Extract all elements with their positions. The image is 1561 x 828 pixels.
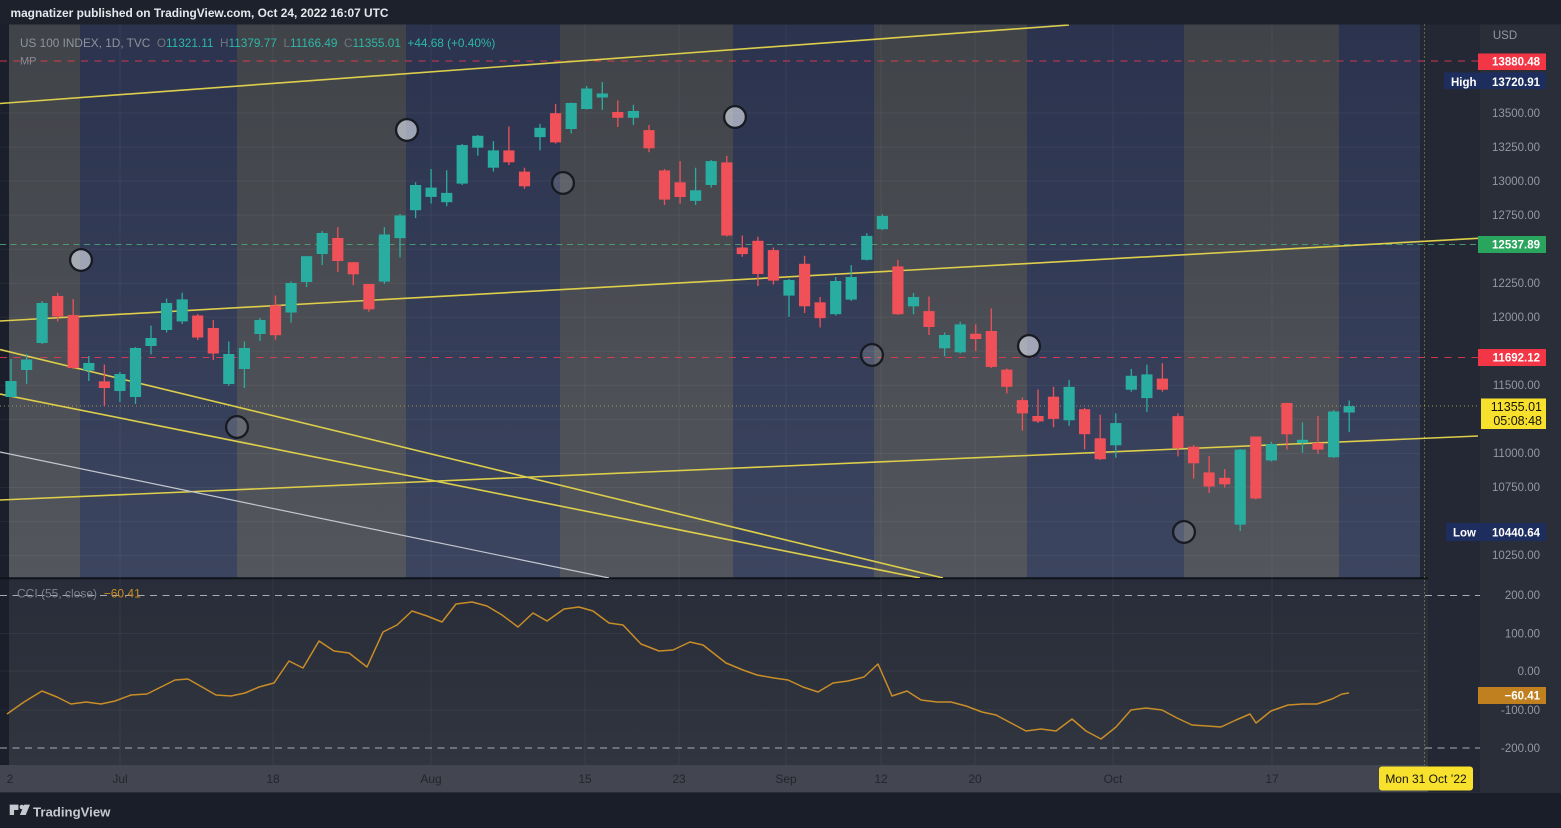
- svg-text:12537.89: 12537.89: [1492, 240, 1540, 252]
- svg-text:200.00: 200.00: [1505, 590, 1540, 602]
- svg-text:11355.01: 11355.01: [1491, 400, 1542, 414]
- svg-text:10750.00: 10750.00: [1492, 482, 1540, 494]
- svg-text:magnatizer published on Tradin: magnatizer published on TradingView.com,…: [11, 6, 389, 20]
- svg-text:Jul: Jul: [112, 772, 127, 786]
- svg-text:13720.91: 13720.91: [1492, 77, 1541, 89]
- svg-text:CCI (55, close) −60.41: CCI (55, close) −60.41: [17, 587, 141, 601]
- svg-text:2: 2: [7, 772, 14, 786]
- svg-text:US 100 INDEX, 1D, TVC O11321.: US 100 INDEX, 1D, TVC O11321.11 H11379.7…: [20, 36, 495, 50]
- svg-text:USD: USD: [1493, 30, 1517, 42]
- svg-text:23: 23: [672, 772, 686, 786]
- svg-text:13500.00: 13500.00: [1492, 108, 1540, 120]
- svg-text:-200.00: -200.00: [1501, 743, 1540, 755]
- svg-text:10440.64: 10440.64: [1492, 528, 1541, 540]
- svg-text:12: 12: [874, 772, 888, 786]
- svg-text:11500.00: 11500.00: [1493, 380, 1540, 392]
- svg-text:High: High: [1451, 77, 1477, 89]
- svg-text:11000.00: 11000.00: [1493, 448, 1540, 460]
- svg-text:12750.00: 12750.00: [1492, 210, 1540, 222]
- svg-text:13250.00: 13250.00: [1492, 142, 1540, 154]
- svg-text:17: 17: [1265, 772, 1279, 786]
- svg-text:12250.00: 12250.00: [1492, 278, 1540, 290]
- svg-text:Mon 31 Oct ’22: Mon 31 Oct ’22: [1385, 772, 1467, 786]
- svg-text:100.00: 100.00: [1505, 629, 1540, 641]
- svg-text:MP: MP: [20, 56, 37, 68]
- svg-text:13880.48: 13880.48: [1492, 57, 1541, 69]
- svg-text:15: 15: [578, 772, 592, 786]
- svg-text:TradingView: TradingView: [33, 805, 111, 820]
- svg-text:13000.00: 13000.00: [1492, 176, 1540, 188]
- svg-text:0.00: 0.00: [1518, 666, 1540, 678]
- svg-text:−60.41: −60.41: [1505, 691, 1541, 703]
- svg-text:12000.00: 12000.00: [1492, 312, 1540, 324]
- svg-text:18: 18: [266, 772, 280, 786]
- svg-text:10250.00: 10250.00: [1492, 550, 1540, 562]
- svg-text:11692.12: 11692.12: [1493, 353, 1540, 365]
- svg-text:Sep: Sep: [775, 772, 797, 786]
- svg-text:20: 20: [968, 772, 982, 786]
- svg-text:Low: Low: [1453, 528, 1476, 540]
- svg-text:05:08:48: 05:08:48: [1493, 414, 1542, 428]
- svg-text:Aug: Aug: [420, 772, 441, 786]
- svg-text:Oct: Oct: [1104, 772, 1123, 786]
- svg-text:-100.00: -100.00: [1501, 705, 1540, 717]
